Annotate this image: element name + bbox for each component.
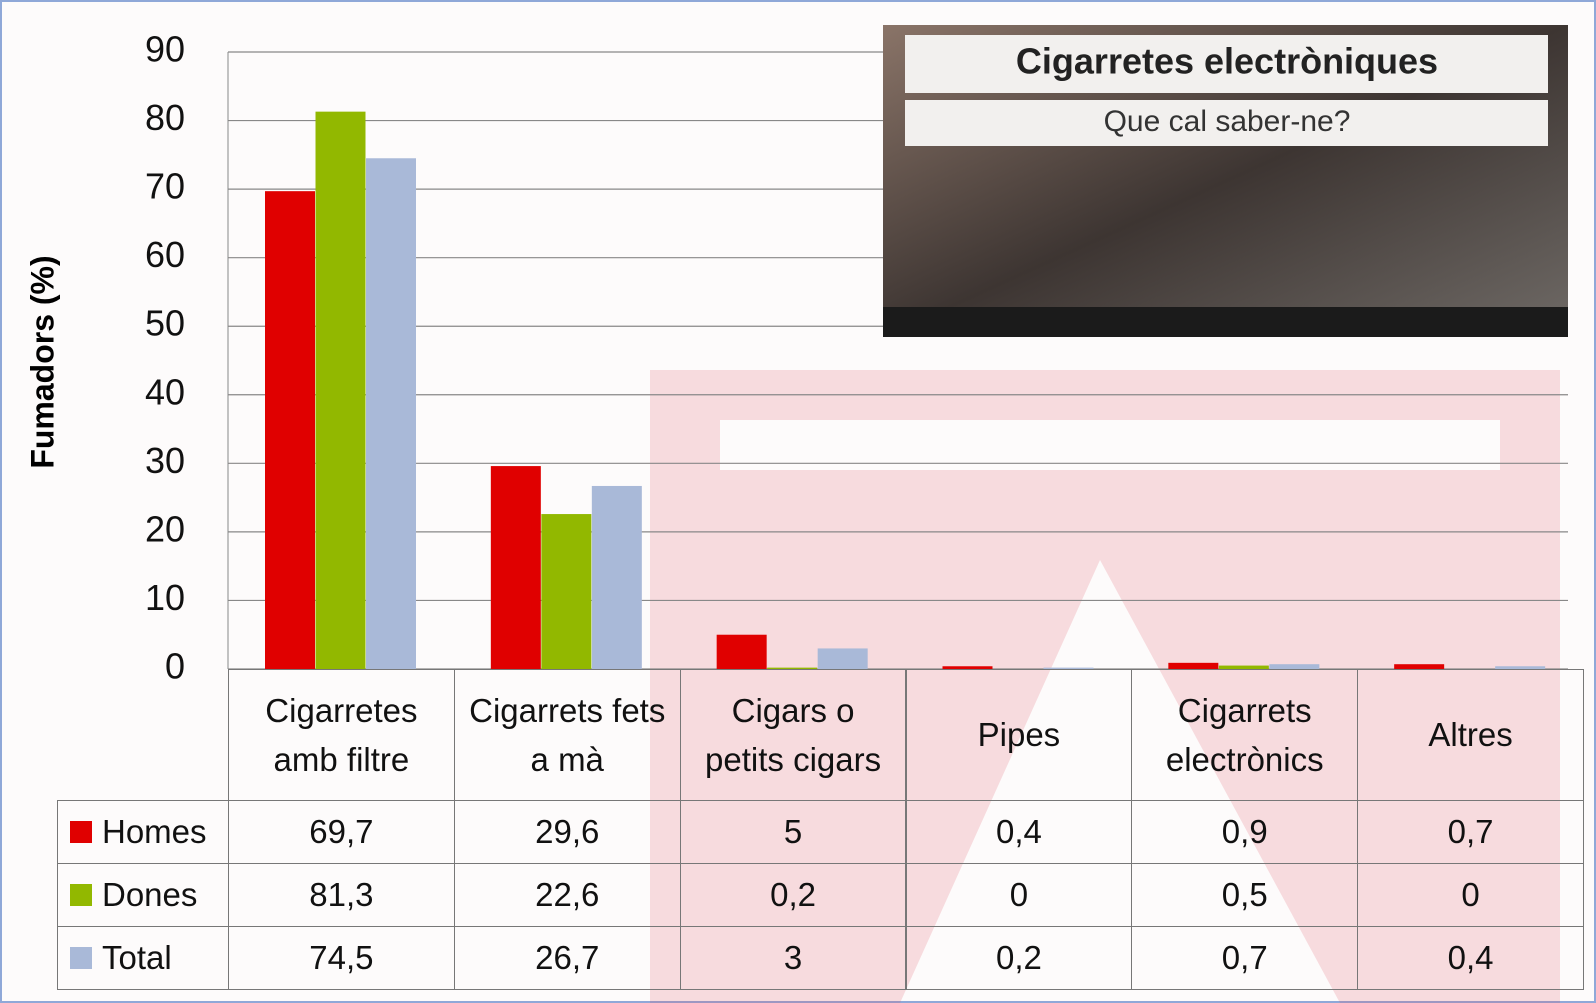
y-tick-label: 90 <box>145 29 185 70</box>
table-value: 81,3 <box>228 863 455 927</box>
category-label: Cigars o petits cigars <box>679 669 907 801</box>
legend-item: Homes <box>57 800 229 864</box>
table-value: 0,9 <box>1131 800 1359 864</box>
legend-item: Total <box>57 926 229 990</box>
bar <box>315 111 366 670</box>
y-tick-label: 10 <box>145 577 185 618</box>
y-axis-title: Fumadors (%) <box>24 255 60 468</box>
bar <box>1043 667 1094 669</box>
bar <box>942 666 993 669</box>
video-subtitle: Que cal saber-ne? <box>1104 105 1351 138</box>
y-tick-label: 40 <box>145 371 185 412</box>
table-value: 0,5 <box>1131 863 1359 927</box>
bar <box>541 514 592 669</box>
y-tick-label: 80 <box>145 97 185 138</box>
legend-swatch <box>70 884 92 906</box>
table-value: 5 <box>679 800 907 864</box>
table-value: 3 <box>679 926 907 990</box>
legend-label: Dones <box>102 876 198 914</box>
legend-swatch <box>70 821 92 843</box>
video-controls <box>883 307 1568 337</box>
video-title: Cigarretes electròniques <box>1016 41 1438 82</box>
bar <box>716 634 767 669</box>
y-tick-label: 60 <box>145 234 185 275</box>
table-value: 74,5 <box>228 926 455 990</box>
table-value: 0,7 <box>1131 926 1359 990</box>
bar <box>490 466 541 669</box>
category-label: Pipes <box>905 669 1133 801</box>
legend-swatch <box>70 947 92 969</box>
banner <box>905 35 1548 93</box>
table-value: 22,6 <box>453 863 681 927</box>
bar <box>817 648 868 669</box>
y-tick-label: 70 <box>145 166 185 207</box>
y-tick-label: 50 <box>145 303 185 344</box>
category-label: Cigarretes amb filtre <box>228 669 455 801</box>
table-value: 0,4 <box>1357 926 1584 990</box>
table-value: 29,6 <box>453 800 681 864</box>
table-value: 0,4 <box>905 800 1133 864</box>
bar <box>1168 662 1219 669</box>
table-value: 0 <box>905 863 1133 927</box>
y-tick-label: 30 <box>145 440 185 481</box>
bar <box>767 667 818 669</box>
bar <box>1218 665 1269 669</box>
banner <box>905 100 1548 146</box>
legend-item: Dones <box>57 863 229 927</box>
table-value: 0 <box>1357 863 1584 927</box>
video-thumbnail: Cigarretes electròniques Que cal saber-ne… <box>883 25 1568 337</box>
table-value: 0,2 <box>905 926 1133 990</box>
bar <box>265 191 315 669</box>
legend-label: Total <box>102 939 172 977</box>
background-logo <box>650 370 1560 1003</box>
bar <box>1269 664 1320 669</box>
table-value: 0,7 <box>1357 800 1584 864</box>
table-value: 26,7 <box>453 926 681 990</box>
legend-label: Homes <box>102 813 207 851</box>
y-tick-label: 0 <box>165 646 185 687</box>
bar <box>1394 664 1445 669</box>
category-label: Cigarrets fets a mà <box>453 669 681 801</box>
category-label: Altres <box>1357 669 1584 801</box>
table-value: 0,2 <box>679 863 907 927</box>
bar <box>366 158 416 669</box>
table-value: 69,7 <box>228 800 455 864</box>
y-tick-label: 20 <box>145 508 185 549</box>
category-label: Cigarrets electrònics <box>1131 669 1359 801</box>
bar <box>1495 666 1546 669</box>
bar <box>591 485 642 669</box>
